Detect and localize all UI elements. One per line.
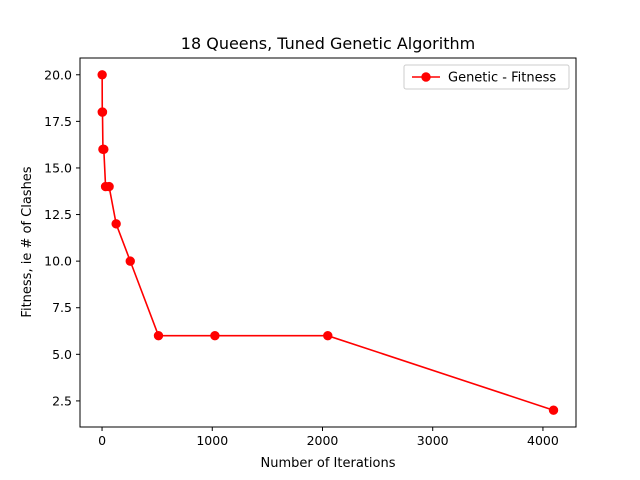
data-point xyxy=(111,219,121,229)
x-tick-label: 4000 xyxy=(527,433,559,448)
y-tick-label: 12.5 xyxy=(44,207,72,222)
x-tick-label: 3000 xyxy=(417,433,449,448)
data-point xyxy=(104,181,114,192)
y-axis-label: Fitness, ie # of Clashes xyxy=(20,166,35,317)
y-tick-label: 10.0 xyxy=(44,254,72,269)
y-tick-label: 15.0 xyxy=(44,160,72,175)
legend-label: Genetic - Fitness xyxy=(448,71,556,86)
y-tick-label: 17.5 xyxy=(44,114,72,129)
x-tick-label: 2000 xyxy=(307,433,339,448)
y-tick-label: 20.0 xyxy=(44,67,72,82)
plot-frame xyxy=(79,57,577,428)
data-point xyxy=(97,107,108,117)
data-point xyxy=(97,70,107,80)
chart-title: 18 Queens, Tuned Genetic Algorithm xyxy=(181,34,475,53)
legend: Genetic - Fitness xyxy=(403,64,570,90)
data-point xyxy=(125,256,135,266)
plot-area: 0 1000 2000 3000 4000 2.5 5.0 7.5 10.0 12.5 15.0 17… xyxy=(44,57,577,448)
x-tick-label: 1000 xyxy=(196,433,228,448)
legend-marker xyxy=(421,72,431,82)
y-tick-label: 5.0 xyxy=(52,347,72,362)
data-point xyxy=(153,330,164,341)
data-point xyxy=(548,405,559,415)
data-point xyxy=(99,144,109,155)
x-axis-label: Number of Iterations xyxy=(261,456,396,471)
y-tick-label: 7.5 xyxy=(52,300,72,315)
series-line xyxy=(101,74,554,411)
data-point xyxy=(323,330,333,341)
legend-box xyxy=(403,64,570,90)
x-tick-label: 0 xyxy=(98,433,106,448)
data-point xyxy=(210,330,220,341)
y-tick-label: 2.5 xyxy=(52,393,72,408)
